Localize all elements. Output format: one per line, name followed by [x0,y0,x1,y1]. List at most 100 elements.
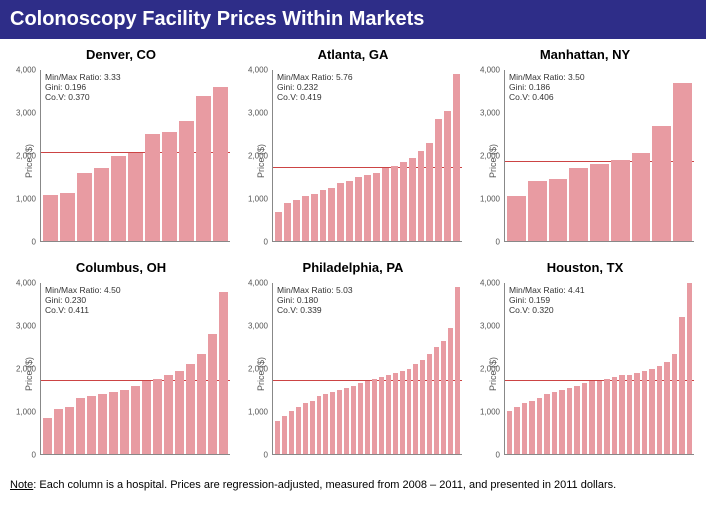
bar [619,375,624,454]
bar [418,151,425,241]
y-tick: 1,000 [16,408,36,417]
bar [529,401,534,454]
bar [208,334,217,454]
chart-panel: Columbus, OHPrice ($)01,0002,0003,0004,0… [8,260,234,469]
plot-area: Min/Max Ratio: 3.33Gini: 0.196Co.V: 0.37… [40,70,230,242]
bar [507,196,526,241]
y-tick: 4,000 [480,66,500,75]
bar [426,143,433,241]
bar [98,394,107,454]
bar [373,173,380,241]
bar [337,183,344,241]
plot-area: Min/Max Ratio: 3.50Gini: 0.186Co.V: 0.40… [504,70,694,242]
bar [627,375,632,454]
bar [413,364,418,454]
bars [505,70,694,241]
bar [365,381,370,454]
bars [273,283,462,454]
bars [273,70,462,241]
bar [652,126,671,241]
bar [528,181,547,241]
plot-area: Min/Max Ratio: 4.41Gini: 0.159Co.V: 0.32… [504,283,694,455]
bar [323,394,328,454]
bar [364,175,371,241]
bar [514,407,519,454]
plot-area: Min/Max Ratio: 4.50Gini: 0.230Co.V: 0.41… [40,283,230,455]
bar [544,394,549,454]
note-label: Note [10,479,33,491]
bar [43,418,52,454]
bar [120,390,129,454]
bar [351,386,356,454]
bar [632,153,651,241]
plot-area: Min/Max Ratio: 5.76Gini: 0.232Co.V: 0.41… [272,70,462,242]
bar [145,134,160,241]
y-tick: 1,000 [480,408,500,417]
panel-title: Atlanta, GA [240,47,466,62]
y-tick: 0 [32,238,36,247]
bar [441,341,446,454]
bar [60,193,75,241]
chart-grid: Denver, CO Price ($)01,0002,0003,0004,000… [0,39,706,473]
chart-panel: Houston, TX Price ($)01,0002,0003,0004,00… [472,260,698,469]
y-tick: 1,000 [16,195,36,204]
bar [77,173,92,241]
bar [317,396,322,454]
bar [111,156,126,242]
bar [522,403,527,454]
bar [164,375,173,454]
y-tick: 2,000 [16,152,36,161]
bar [409,158,416,241]
bar [435,119,442,241]
y-ticks: 01,0002,0003,0004,000 [8,70,38,242]
bar [94,168,109,241]
bar [664,362,669,454]
y-ticks: 01,0002,0003,0004,000 [472,70,502,242]
bar [391,166,398,241]
y-tick: 2,000 [248,152,268,161]
bar [567,388,572,454]
y-tick: 3,000 [16,109,36,118]
bar [275,212,282,241]
bar [197,354,206,454]
bar [320,190,327,241]
panel-title: Houston, TX [472,260,698,275]
bar [293,200,300,241]
bar [196,96,211,241]
bar [355,177,362,241]
bar [407,369,412,455]
y-ticks: 01,0002,0003,0004,000 [240,70,270,242]
bar [589,381,594,454]
chart: Price ($)01,0002,0003,0004,000Min/Max Ra… [472,279,698,469]
y-tick: 3,000 [248,322,268,331]
chart-panel: Manhattan, NYPrice ($)01,0002,0003,0004,… [472,47,698,256]
bar [657,366,662,454]
panel-title: Denver, CO [8,47,234,62]
footnote: Note: Each column is a hospital. Prices … [0,473,706,499]
y-tick: 0 [264,451,268,460]
bar [393,373,398,454]
bar [296,407,301,454]
bar [65,407,74,454]
bar [634,373,639,454]
y-ticks: 01,0002,0003,0004,000 [472,283,502,455]
y-tick: 4,000 [248,279,268,288]
bar [282,416,287,454]
bar [552,392,557,454]
bar [337,390,342,454]
y-tick: 4,000 [16,66,36,75]
y-tick: 0 [32,451,36,460]
bar [289,411,294,454]
chart: Price ($)01,0002,0003,0004,000Min/Max Ra… [240,279,466,469]
y-tick: 3,000 [480,109,500,118]
chart-panel: Atlanta, GAPrice ($)01,0002,0003,0004,00… [240,47,466,256]
bar [372,379,377,454]
bar [386,375,391,454]
bars [41,283,230,454]
y-tick: 4,000 [248,66,268,75]
bar [275,421,280,454]
bar [302,196,309,241]
bar [612,377,617,454]
y-tick: 1,000 [480,195,500,204]
bar [310,401,315,454]
